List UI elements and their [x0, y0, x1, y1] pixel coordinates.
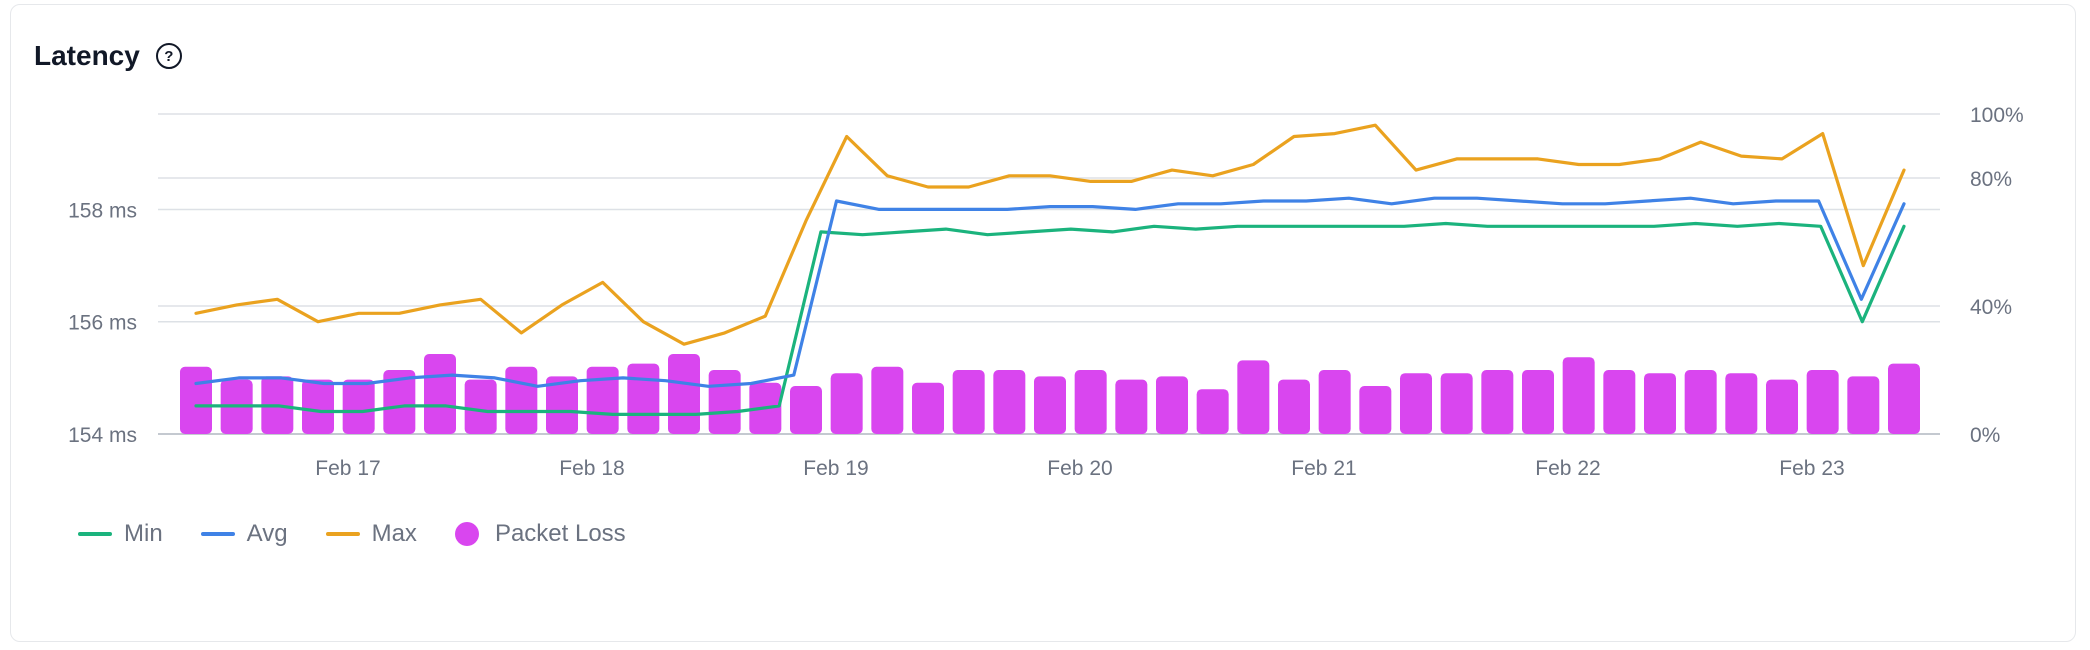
legend-label-avg: Avg [246, 520, 288, 547]
packet-loss-bar [1562, 357, 1595, 434]
packet-loss-bar [1115, 379, 1148, 434]
y-right-tick-label: 40% [1970, 296, 2012, 319]
legend-swatch-max [325, 532, 360, 536]
legend-label-packet-loss: Packet Loss [494, 520, 626, 547]
x-tick-label: Feb 23 [1779, 457, 1844, 480]
y-left-tick-label: 156 ms [68, 312, 137, 335]
x-tick-label: Feb 22 [1535, 457, 1600, 480]
packet-loss-bar [627, 363, 660, 434]
legend-item-packet-loss[interactable]: Packet Loss [454, 520, 626, 548]
chart-legend: Min Avg Max Packet Loss [78, 520, 664, 548]
packet-loss-bar [993, 370, 1026, 434]
packet-loss-bar [1318, 370, 1351, 434]
packet-loss-bar [1278, 379, 1310, 434]
packet-loss-bar [871, 366, 904, 434]
packet-loss-bar [505, 366, 538, 434]
packet-loss-bar [546, 376, 578, 434]
y-right-tick-label: 80% [1970, 168, 2012, 191]
legend-label-max: Max [371, 520, 417, 547]
packet-loss-bar [1684, 370, 1717, 434]
packet-loss-bar [1440, 373, 1473, 434]
legend-item-avg[interactable]: Avg [200, 520, 288, 548]
packet-loss-bar [1359, 386, 1392, 434]
packet-loss-bar [383, 370, 416, 434]
x-tick-label: Feb 19 [803, 457, 868, 480]
packet-loss-bar [1603, 370, 1636, 434]
packet-loss-bar [424, 354, 456, 434]
packet-loss-bar [1522, 370, 1554, 434]
legend-item-min[interactable]: Min [78, 520, 163, 548]
chart-title: Latency [34, 40, 140, 71]
packet-loss-bar [464, 379, 497, 434]
packet-loss-bar [1725, 373, 1758, 434]
packet-loss-bar [1888, 363, 1920, 434]
packet-loss-bar [1644, 373, 1676, 434]
legend-label-min: Min [124, 520, 163, 547]
packet-loss-bar [1156, 376, 1188, 434]
packet-loss-bar [342, 379, 375, 434]
y-right-tick-label: 100% [1970, 104, 2024, 127]
packet-loss-bar [1237, 360, 1270, 434]
packet-loss-bar [952, 370, 985, 434]
packet-loss-bar [302, 379, 334, 434]
packet-loss-bar [586, 366, 619, 434]
packet-loss-bar [1481, 370, 1514, 434]
y-left-tick-label: 158 ms [68, 199, 137, 222]
packet-loss-bar [668, 354, 700, 434]
packet-loss-bar [912, 382, 944, 434]
x-tick-label: Feb 17 [315, 457, 380, 480]
legend-swatch-packet-loss [454, 522, 479, 546]
card-header: Latency ? [34, 40, 182, 72]
packet-loss-bar [790, 386, 822, 434]
x-tick-label: Feb 21 [1291, 457, 1356, 480]
packet-loss-bar [830, 373, 863, 434]
packet-loss-bar [1196, 389, 1229, 434]
packet-loss-bar [1400, 373, 1432, 434]
series-line-avg [194, 196, 1906, 388]
legend-item-max[interactable]: Max [325, 520, 417, 548]
packet-loss-bar [1034, 376, 1066, 434]
packet-loss-bar [708, 370, 741, 434]
series-line-max [194, 123, 1906, 346]
packet-loss-bar [180, 366, 212, 434]
packet-loss-bar [1766, 379, 1798, 434]
legend-swatch-min [78, 532, 112, 536]
question-circle-icon[interactable]: ? [155, 43, 182, 69]
packet-loss-bar [1074, 370, 1107, 434]
packet-loss-bar [1806, 370, 1839, 434]
x-tick-label: Feb 20 [1047, 457, 1112, 480]
series-line-min [194, 221, 1906, 416]
packet-loss-bar [1847, 376, 1880, 434]
y-left-tick-label: 154 ms [68, 424, 137, 447]
x-tick-label: Feb 18 [559, 457, 624, 480]
y-right-tick-label: 0% [1970, 424, 2000, 447]
legend-swatch-avg [200, 532, 235, 536]
